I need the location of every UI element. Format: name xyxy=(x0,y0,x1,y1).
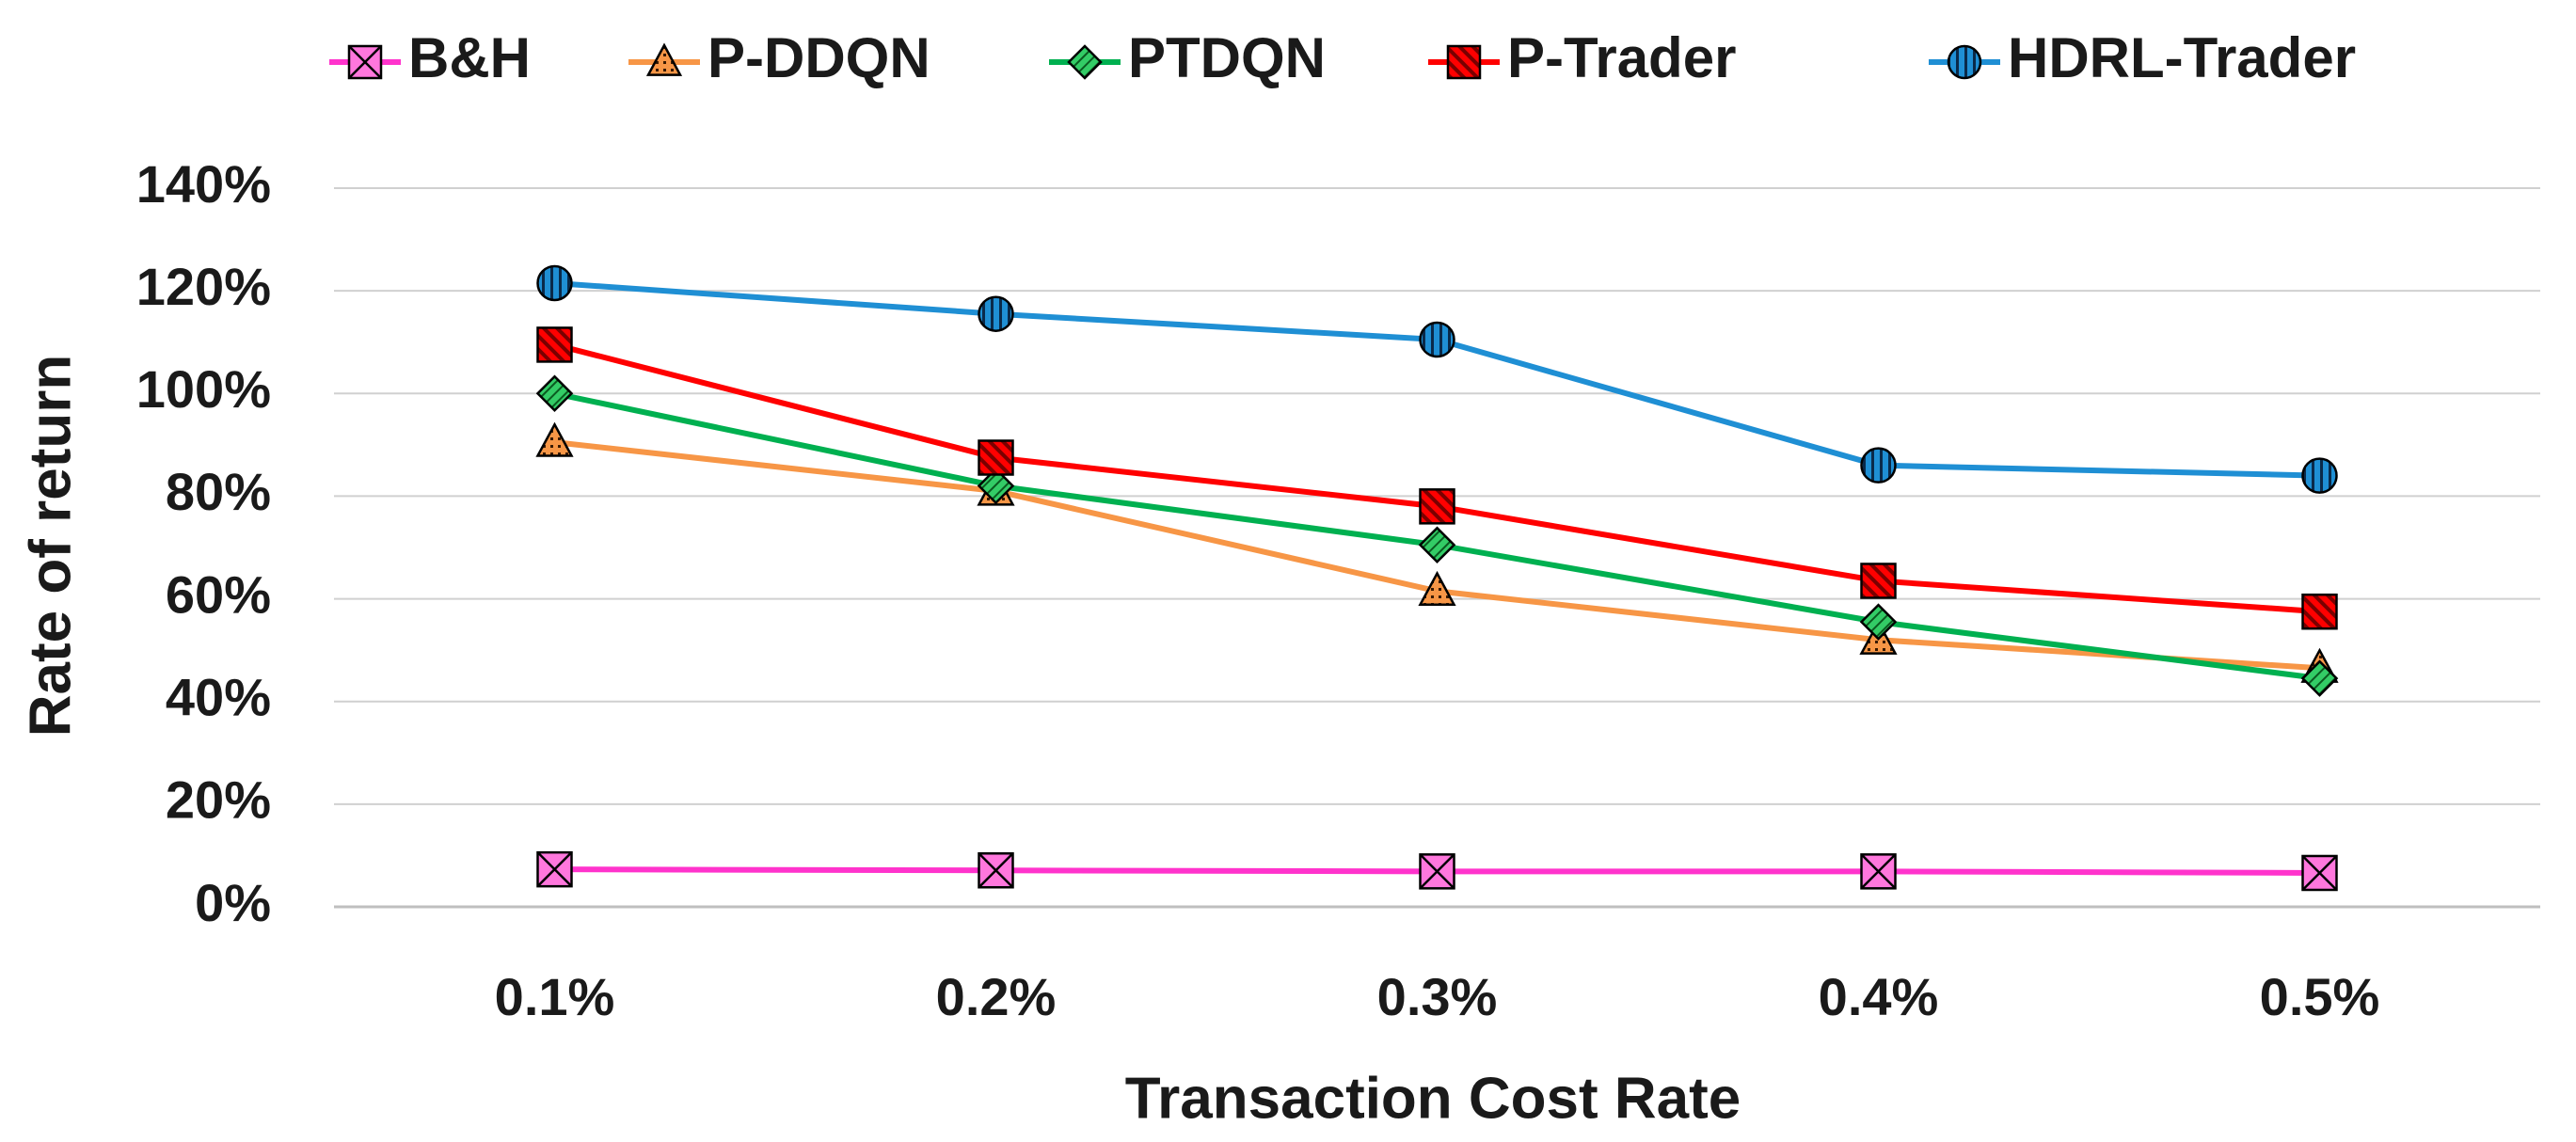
legend-marker xyxy=(1067,44,1103,80)
data-point-p-trader xyxy=(2301,593,2338,630)
data-point-b-h xyxy=(2301,854,2338,892)
data-point-hdrl-trader xyxy=(978,295,1014,332)
y-tick-label: 80% xyxy=(166,462,271,521)
data-point-b-h xyxy=(1860,853,1897,890)
data-point-p-trader xyxy=(978,439,1014,476)
x-axis-label: Transaction Cost Rate xyxy=(1125,1066,1741,1131)
legend-marker xyxy=(347,44,383,80)
y-tick-label: 120% xyxy=(136,257,271,316)
data-point-hdrl-trader xyxy=(1860,447,1897,484)
series-layer xyxy=(535,264,2339,892)
legend: B&H P-DDQN PTDQN P-Trader HDRL-Trader xyxy=(329,26,2356,89)
data-point-p-trader xyxy=(1860,563,1897,599)
legend-marker xyxy=(1446,44,1482,80)
legend-label: P-DDQN xyxy=(708,26,930,89)
y-tick-label: 100% xyxy=(136,359,271,419)
data-point-ptdqn xyxy=(977,467,1015,505)
data-point-hdrl-trader xyxy=(2301,457,2338,494)
x-tick-label: 0.2% xyxy=(936,967,1057,1026)
y-tick-label: 40% xyxy=(166,668,271,727)
legend-marker xyxy=(645,42,683,76)
data-point-b-h xyxy=(978,852,1014,889)
legend-label: PTDQN xyxy=(1128,26,1326,89)
x-tick-label: 0.4% xyxy=(1819,967,1939,1026)
y-tick-label: 20% xyxy=(166,770,271,830)
legend-item-p-ddqn: P-DDQN xyxy=(628,26,930,89)
legend-marker xyxy=(1947,44,1982,80)
legend-label: P-Trader xyxy=(1507,26,1736,89)
series-hdrl-trader xyxy=(536,264,2338,494)
legend-item-p-trader: P-Trader xyxy=(1428,26,1736,89)
data-point-ptdqn xyxy=(2300,659,2339,697)
x-tick-label: 0.3% xyxy=(1377,967,1498,1026)
x-axis-ticks: 0.1% 0.2% 0.3% 0.4% 0.5% xyxy=(495,967,2380,1026)
y-tick-label: 60% xyxy=(166,564,271,624)
x-tick-label: 0.5% xyxy=(2260,967,2380,1026)
y-tick-label: 0% xyxy=(195,873,271,932)
data-point-ptdqn xyxy=(1859,603,1898,641)
legend-item-hdrl-trader: HDRL-Trader xyxy=(1929,26,2356,89)
y-axis-label: Rate of return xyxy=(18,355,83,737)
x-tick-label: 0.1% xyxy=(495,967,615,1026)
data-point-p-ddqn xyxy=(1418,570,1456,607)
data-point-p-trader xyxy=(536,326,573,363)
data-point-hdrl-trader xyxy=(536,264,573,302)
data-point-p-trader xyxy=(1419,488,1455,525)
series-p-trader xyxy=(536,326,2338,630)
legend-label: HDRL-Trader xyxy=(2008,26,2356,89)
legend-item-ptdqn: PTDQN xyxy=(1049,26,1326,89)
data-point-hdrl-trader xyxy=(1419,321,1455,358)
series-b-h xyxy=(536,850,2338,892)
legend-item-b-h: B&H xyxy=(329,26,531,89)
data-point-b-h xyxy=(1419,853,1455,890)
data-point-b-h xyxy=(536,850,573,888)
data-point-ptdqn xyxy=(1418,526,1456,564)
data-point-p-ddqn xyxy=(535,421,574,457)
y-tick-label: 140% xyxy=(136,154,271,214)
legend-label: B&H xyxy=(408,26,531,89)
y-axis-ticks: 0% 20% 40% 60% 80% 100% 120% 140% xyxy=(136,154,271,932)
series-ptdqn xyxy=(535,374,2339,697)
data-point-ptdqn xyxy=(535,374,574,413)
